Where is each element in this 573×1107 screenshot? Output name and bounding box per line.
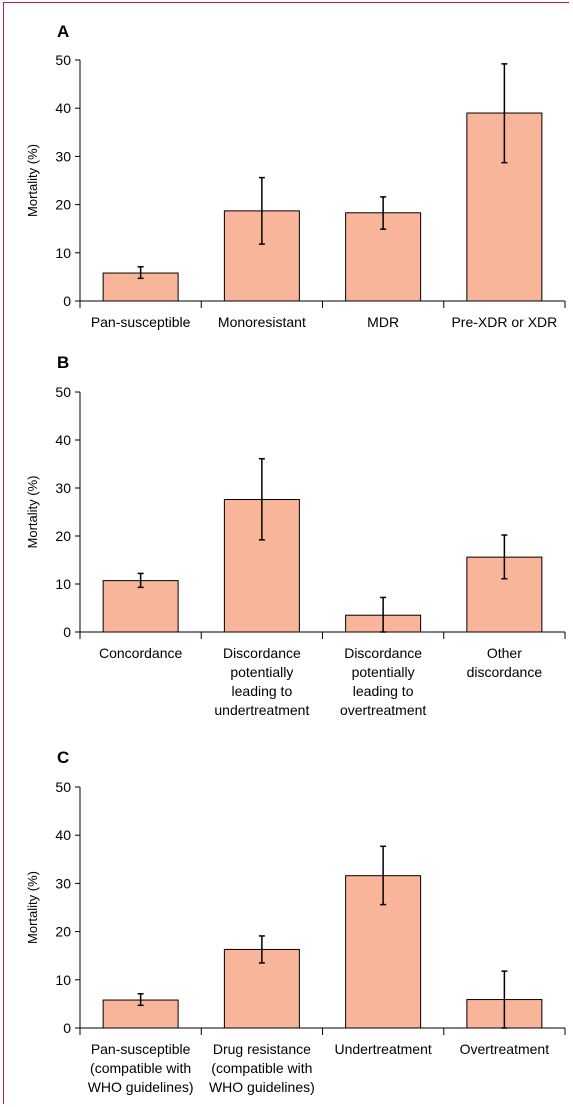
- x-category-label: Discordance potentially leading to overtrea…: [340, 645, 426, 718]
- y-tick-label: 20: [55, 528, 71, 544]
- y-tick-label: 30: [55, 148, 71, 164]
- bar: [102, 580, 179, 633]
- panel-letter: B: [57, 353, 69, 372]
- panel-b: B 0 10 20 30 40 50 Mortality (%) Concordance Disc…: [25, 353, 566, 718]
- x-category-label: Drug resistance (compatible with WHO guide…: [209, 1041, 315, 1095]
- y-tick-label: 0: [63, 293, 71, 309]
- y-tick-label: 30: [55, 480, 71, 496]
- x-category-label: Pan-susceptible (compatible with WHO guide…: [88, 1041, 194, 1095]
- panel-a: A 0 10 20 30 40 50 Mortality (%) Pan-susceptible…: [25, 22, 566, 330]
- x-category-label: Discordance potentially leading to undertre…: [214, 645, 309, 718]
- y-axis-label: Mortality (%): [25, 476, 40, 549]
- y-tick-label: 40: [55, 827, 71, 843]
- y-tick-label: 10: [55, 576, 71, 592]
- y-tick-label: 30: [55, 875, 71, 891]
- bar: [223, 210, 300, 302]
- x-category-label: Monoresistant: [218, 314, 306, 330]
- y-axis-label: Mortality (%): [25, 144, 40, 217]
- y-tick-label: 10: [55, 972, 71, 988]
- x-category-label: MDR: [367, 314, 399, 330]
- y-tick-label: 10: [55, 245, 71, 261]
- x-category-label: Overtreatment: [460, 1041, 550, 1057]
- panel-letter: A: [57, 22, 69, 41]
- x-category-label: Undertreatment: [334, 1041, 431, 1057]
- bar: [102, 999, 179, 1029]
- x-category-label: Pan-susceptible: [91, 314, 191, 330]
- figure-frame: [3, 2, 569, 1104]
- y-tick-label: 50: [55, 52, 71, 68]
- x-category-label: Concordance: [99, 645, 182, 661]
- x-category-label: Other discordance: [467, 645, 543, 680]
- panel-letter: C: [57, 748, 69, 767]
- y-tick-label: 20: [55, 924, 71, 940]
- y-tick-label: 40: [55, 100, 71, 116]
- y-tick-label: 0: [63, 1020, 71, 1036]
- y-tick-label: 50: [55, 384, 71, 400]
- panel-c: C 0 10 20 30 40 50 Mortality (%) Pan-susceptible…: [25, 748, 566, 1095]
- y-tick-label: 50: [55, 779, 71, 795]
- y-tick-label: 40: [55, 432, 71, 448]
- y-axis-label: Mortality (%): [25, 871, 40, 944]
- y-tick-label: 0: [63, 624, 71, 640]
- y-tick-label: 20: [55, 197, 71, 213]
- x-category-label: Pre-XDR or XDR: [451, 314, 557, 330]
